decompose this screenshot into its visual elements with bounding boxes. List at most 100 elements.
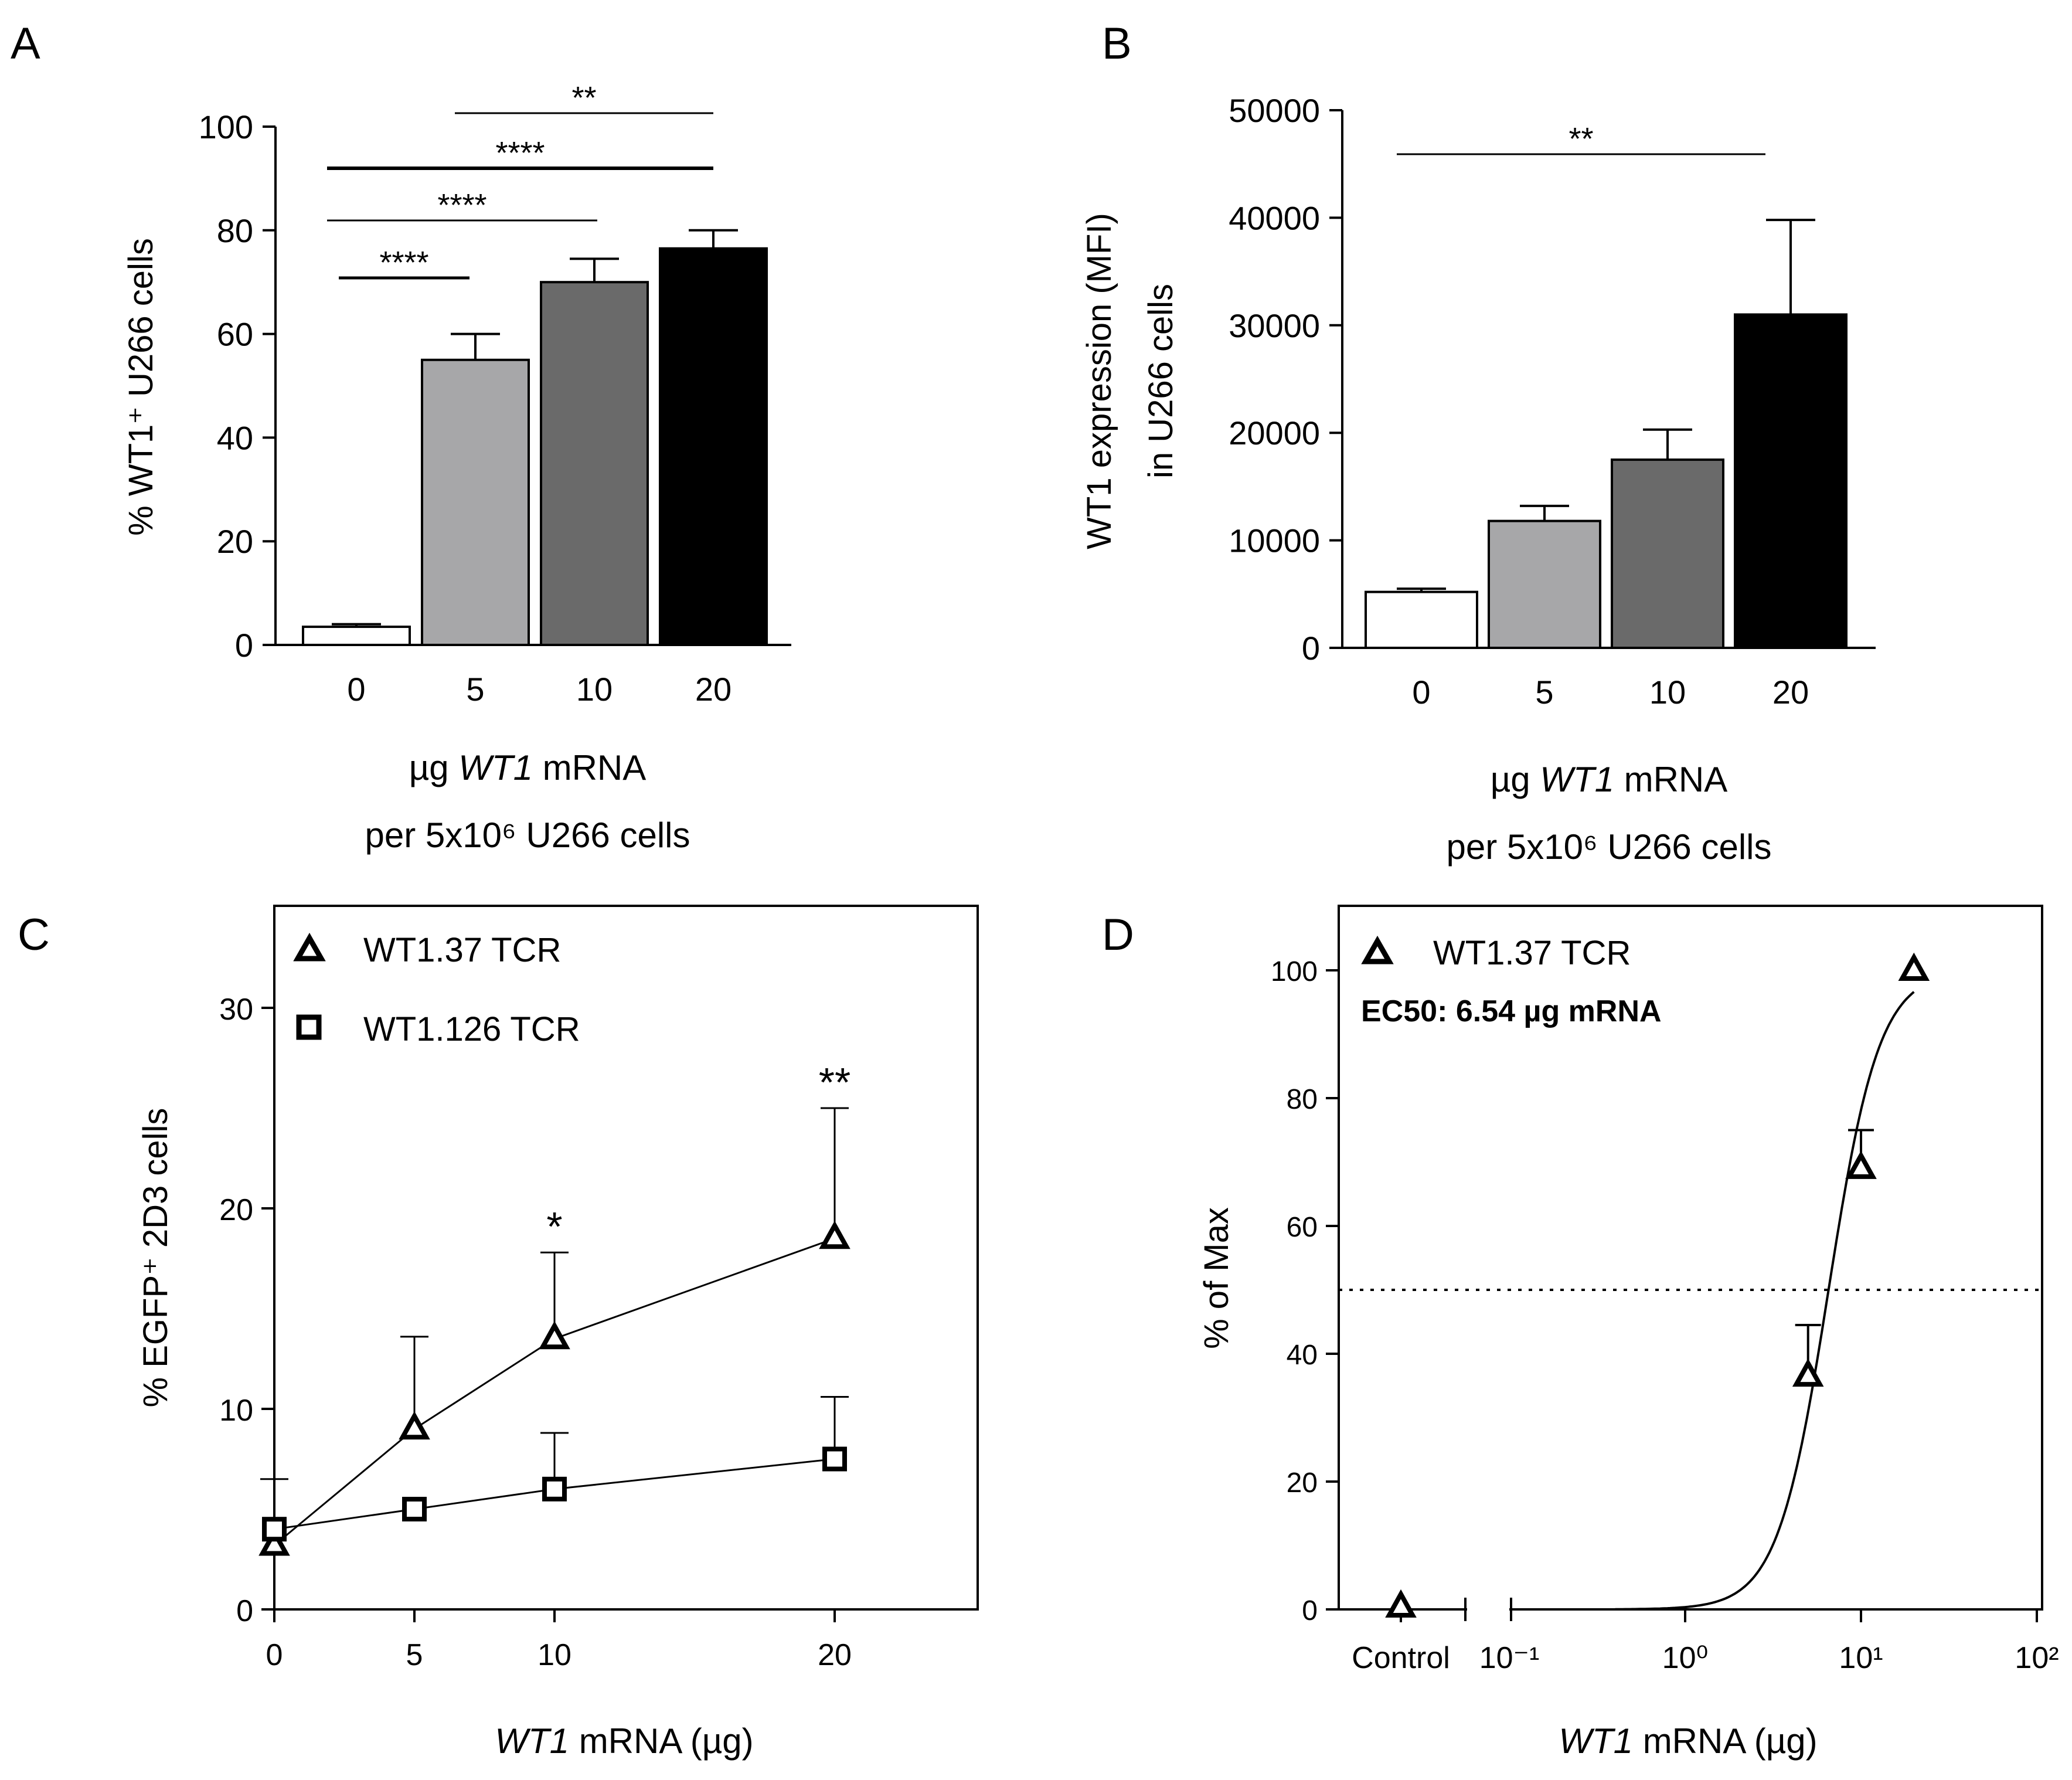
x-tick-label: 20 <box>818 1638 852 1672</box>
panel-a-bars <box>302 229 768 647</box>
panel-d-legend: WT1.37 TCR EC50: 6.54 µg mRNA <box>1361 934 1662 1028</box>
y-tick-label: 30 <box>219 993 253 1027</box>
panel-b-x-axis-label-1: µg WT1 mRNA <box>1491 760 1728 799</box>
bar-20 <box>659 247 768 646</box>
x-tick-label: 10⁰ <box>1662 1641 1709 1675</box>
panel-d-ticks: 0 20 40 60 80 100 Control 10⁻¹ 10⁰ 10¹ 10² <box>1271 956 2059 1675</box>
x-tick-label: 20 <box>1772 674 1809 711</box>
panel-c-ticks: 0 10 20 30 0 5 10 20 <box>219 993 852 1672</box>
fit-curve <box>1615 991 1915 1611</box>
triangle-marker <box>1385 1589 1417 1618</box>
label-rest: mRNA (µg) <box>569 1721 754 1761</box>
x-tick-label: 5 <box>1535 674 1553 711</box>
bar-0 <box>1365 590 1478 650</box>
y-tick-label: 0 <box>235 627 253 664</box>
y-tick-label: 20 <box>219 1193 253 1227</box>
x-tick-label: 10¹ <box>1839 1641 1883 1675</box>
italic-gene-name: WT1 <box>495 1721 569 1761</box>
y-tick-label: 10000 <box>1229 522 1320 559</box>
italic-gene-name: WT1 <box>1540 760 1614 799</box>
y-tick-label: 100 <box>1271 956 1318 987</box>
panel-b-bars <box>1365 219 1848 650</box>
significance-label: ** <box>1569 121 1593 157</box>
bar-5 <box>421 358 530 646</box>
panel-c-legend-label-1: WT1.37 TCR <box>363 931 561 969</box>
x-tick-label: 0 <box>1412 674 1430 711</box>
square-marker <box>822 1446 847 1472</box>
bar-0 <box>302 626 411 647</box>
series-line <box>274 1237 835 1546</box>
legend-triangle-icon <box>1361 935 1394 964</box>
significance-label: ** <box>571 80 596 116</box>
y-tick-label: 40 <box>1287 1340 1318 1371</box>
x-tick-label-control: Control <box>1352 1641 1450 1675</box>
panel-d-y-axis-label: % of Max <box>1197 1207 1236 1349</box>
italic-gene-name: WT1 <box>1559 1721 1633 1761</box>
x-tick-label: 20 <box>695 671 732 708</box>
y-tick-label: 100 <box>199 108 253 145</box>
label-rest: mRNA (µg) <box>1633 1721 1818 1761</box>
y-tick-label: 20 <box>1287 1468 1318 1499</box>
triangle-marker <box>819 1221 850 1249</box>
panel-d-x-axis-label: WT1 mRNA (µg) <box>1559 1721 1817 1761</box>
panel-c-label: C <box>18 910 50 960</box>
y-tick-label: 0 <box>1302 630 1320 667</box>
triangle-marker <box>539 1321 570 1350</box>
y-tick-label: 60 <box>217 316 253 353</box>
panel-c-legend-label-2: WT1.126 TCR <box>363 1010 580 1048</box>
square-marker <box>402 1497 427 1521</box>
panel-b-x-axis-label-2: per 5x10⁶ U266 cells <box>1447 827 1772 867</box>
triangle-marker <box>1845 1150 1877 1179</box>
italic-gene-name: WT1 <box>458 748 533 787</box>
panel-c-legend: WT1.37 TCR WT1.126 TCR <box>293 931 580 1048</box>
y-tick-label: 20 <box>217 523 253 560</box>
panel-a-x-axis-label-1: µg WT1 mRNA <box>409 748 647 787</box>
y-tick-label: 0 <box>236 1594 253 1628</box>
x-tick-label: 10 <box>537 1638 571 1672</box>
y-tick-label: 80 <box>1287 1084 1318 1115</box>
significance-label: ** <box>819 1059 850 1105</box>
x-tick-label: 10 <box>576 671 613 708</box>
significance-label: **** <box>379 245 428 280</box>
panel-d-ec50-text: EC50: 6.54 µg mRNA <box>1361 994 1662 1028</box>
significance-label: **** <box>495 135 545 171</box>
panel-c-x-axis-label: WT1 mRNA (µg) <box>495 1721 753 1761</box>
significance-label: **** <box>437 188 486 223</box>
triangle-marker <box>1792 1358 1824 1387</box>
panel-b-label: B <box>1102 19 1132 69</box>
y-tick-label: 40 <box>217 419 253 456</box>
x-tick-label: 10 <box>1649 674 1686 711</box>
triangle-marker <box>258 1527 290 1556</box>
panel-d: D 0 20 40 60 80 100 Control 10⁻¹ 10⁰ 10¹ 10² WT1.3… <box>1102 905 2059 1761</box>
y-tick-label: 80 <box>217 212 253 249</box>
x-tick-label: 5 <box>406 1638 423 1672</box>
bar-10 <box>1611 458 1724 649</box>
panel-c-frame <box>273 905 979 1611</box>
panel-b-significance: ** <box>1397 121 1765 157</box>
x-tick-label: 5 <box>466 671 484 708</box>
panel-c-y-axis-label: % EGFP⁺ 2D3 cells <box>137 1108 175 1408</box>
square-marker <box>262 1517 287 1542</box>
y-tick-label: 20000 <box>1229 415 1320 451</box>
y-tick-label: 30000 <box>1229 307 1320 344</box>
x-tick-label: 10⁻¹ <box>1479 1641 1540 1675</box>
bar-5 <box>1488 519 1601 650</box>
panel-d-label: D <box>1102 910 1134 960</box>
panel-a-x-axis-label-2: per 5x10⁶ U266 cells <box>365 816 690 855</box>
significance-label: * <box>546 1204 562 1249</box>
bar-20 <box>1734 313 1848 649</box>
x-tick-label: 10² <box>2015 1641 2059 1675</box>
series-line <box>274 1458 835 1530</box>
x-tick-label: 0 <box>347 671 365 708</box>
panel-a-label: A <box>11 19 40 69</box>
triangle-marker <box>1898 952 1930 981</box>
panel-b: B 0 10000 20000 30000 40000 50000 0 5 10 20 ** WT… <box>1080 19 1876 867</box>
label-rest: mRNA <box>533 748 646 787</box>
panel-a-significance: ************** <box>327 80 713 280</box>
legend-square-icon <box>296 1014 322 1040</box>
y-tick-label: 40000 <box>1229 199 1320 236</box>
